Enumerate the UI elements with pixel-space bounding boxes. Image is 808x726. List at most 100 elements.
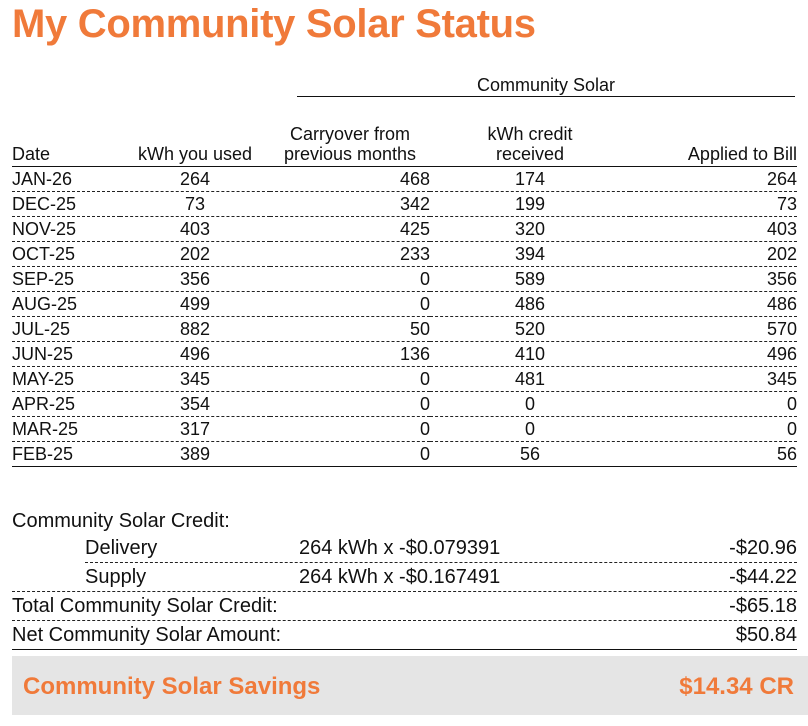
delivery-amount: -$20.96 [729,537,797,559]
cell-kwh-used: 389 [120,441,270,467]
table-row: MAY-25 345 0 481 345 [12,366,797,392]
cell-carryover: 468 [270,166,430,192]
credit-heading: Community Solar Credit: [12,510,230,532]
delivery-calculation: 264 kWh x -$0.079391 [299,537,501,559]
table-row: DEC-25 73 342 199 73 [12,191,797,217]
cell-carryover: 136 [270,341,430,367]
supply-amount: -$44.22 [729,566,797,588]
cell-date: JUN-25 [12,341,120,367]
cell-kwh-credit: 394 [430,241,630,267]
savings-label: Community Solar Savings [23,673,321,700]
table-row: APR-25 354 0 0 0 [12,391,797,417]
cell-carryover: 233 [270,241,430,267]
cell-kwh-used: 317 [120,416,270,442]
group-header-label: Community Solar [476,75,616,95]
total-credit-row: Total Community Solar Credit: -$65.18 [12,592,797,621]
cell-date: MAY-25 [12,366,120,392]
delivery-label: Delivery [85,537,158,559]
supply-label: Supply [85,566,147,588]
table-row: AUG-25 499 0 486 486 [12,291,797,317]
column-header-carryover-line1: Carryover from [289,124,410,144]
cell-carryover: 0 [270,391,430,417]
table-row: SEP-25 356 0 589 356 [12,266,797,292]
cell-applied-to-bill: 0 [630,416,797,442]
net-amount-row: Net Community Solar Amount: $50.84 [12,621,797,650]
cell-carryover: 0 [270,291,430,317]
cell-kwh-credit: 174 [430,166,630,192]
cell-kwh-used: 345 [120,366,270,392]
cell-applied-to-bill: 56 [630,441,797,467]
cell-date: APR-25 [12,391,120,417]
cell-carryover: 425 [270,216,430,242]
total-credit-amount: -$65.18 [729,595,797,617]
cell-applied-to-bill: 403 [630,216,797,242]
cell-applied-to-bill: 345 [630,366,797,392]
table-row: JAN-26 264 468 174 264 [12,166,797,192]
usage-table: Date kWh you used Carryover from previou… [12,124,797,467]
cell-carryover: 342 [270,191,430,217]
cell-kwh-used: 202 [120,241,270,267]
cell-carryover: 0 [270,366,430,392]
column-header-applied-to-bill: Applied to Bill [630,124,797,167]
cell-applied-to-bill: 356 [630,266,797,292]
column-header-carryover: Carryover from previous months [270,124,430,167]
cell-date: SEP-25 [12,266,120,292]
cell-applied-to-bill: 264 [630,166,797,192]
table-row: OCT-25 202 233 394 202 [12,241,797,267]
cell-date: NOV-25 [12,216,120,242]
supply-calculation: 264 kWh x -$0.167491 [299,566,501,588]
savings-value: $14.34 CR [679,673,794,700]
cell-kwh-used: 496 [120,341,270,367]
net-amount-value: $50.84 [735,624,797,646]
cell-date: DEC-25 [12,191,120,217]
cell-kwh-used: 264 [120,166,270,192]
column-header-kwh-credit-line1: kWh credit [487,124,573,144]
column-header-kwh-used: kWh you used [120,124,270,167]
cell-carryover: 0 [270,441,430,467]
table-row: JUN-25 496 136 410 496 [12,341,797,367]
cell-carryover: 50 [270,316,430,342]
cell-date: AUG-25 [12,291,120,317]
cell-applied-to-bill: 486 [630,291,797,317]
community-solar-group-header: Community Solar [297,74,795,97]
cell-kwh-credit: 199 [430,191,630,217]
cell-kwh-credit: 410 [430,341,630,367]
cell-date: MAR-25 [12,416,120,442]
table-row: MAR-25 317 0 0 0 [12,416,797,442]
cell-date: OCT-25 [12,241,120,267]
table-row: NOV-25 403 425 320 403 [12,216,797,242]
cell-kwh-credit: 0 [430,391,630,417]
column-header-kwh-credit: kWh credit received [430,124,630,167]
cell-date: JUL-25 [12,316,120,342]
cell-kwh-credit: 56 [430,441,630,467]
cell-kwh-used: 882 [120,316,270,342]
cell-carryover: 0 [270,416,430,442]
column-header-date: Date [12,124,120,167]
cell-date: FEB-25 [12,441,120,467]
net-amount-label: Net Community Solar Amount: [12,624,281,646]
delivery-credit-row: Delivery 264 kWh x -$0.079391 -$20.96 [85,534,797,563]
cell-applied-to-bill: 0 [630,391,797,417]
cell-kwh-used: 73 [120,191,270,217]
savings-banner: Community Solar Savings $14.34 CR [12,656,808,715]
cell-kwh-used: 403 [120,216,270,242]
supply-credit-row: Supply 264 kWh x -$0.167491 -$44.22 [12,563,797,592]
table-header-row: Date kWh you used Carryover from previou… [12,124,797,167]
usage-table-body: JAN-26 264 468 174 264 DEC-25 73 342 199 73 NOV-25… [12,166,797,467]
page-title: My Community Solar Status [12,2,536,46]
cell-kwh-credit: 481 [430,366,630,392]
column-header-carryover-line2: previous months [283,144,417,164]
cell-kwh-credit: 486 [430,291,630,317]
cell-carryover: 0 [270,266,430,292]
cell-kwh-used: 356 [120,266,270,292]
cell-date: JAN-26 [12,166,120,192]
cell-applied-to-bill: 496 [630,341,797,367]
total-credit-label: Total Community Solar Credit: [12,595,278,617]
cell-kwh-credit: 320 [430,216,630,242]
cell-applied-to-bill: 73 [630,191,797,217]
column-header-kwh-credit-line2: received [495,144,565,164]
cell-applied-to-bill: 570 [630,316,797,342]
table-row: JUL-25 882 50 520 570 [12,316,797,342]
credit-section: Community Solar Credit: Delivery 264 kWh… [12,508,797,650]
table-row: FEB-25 389 0 56 56 [12,441,797,467]
